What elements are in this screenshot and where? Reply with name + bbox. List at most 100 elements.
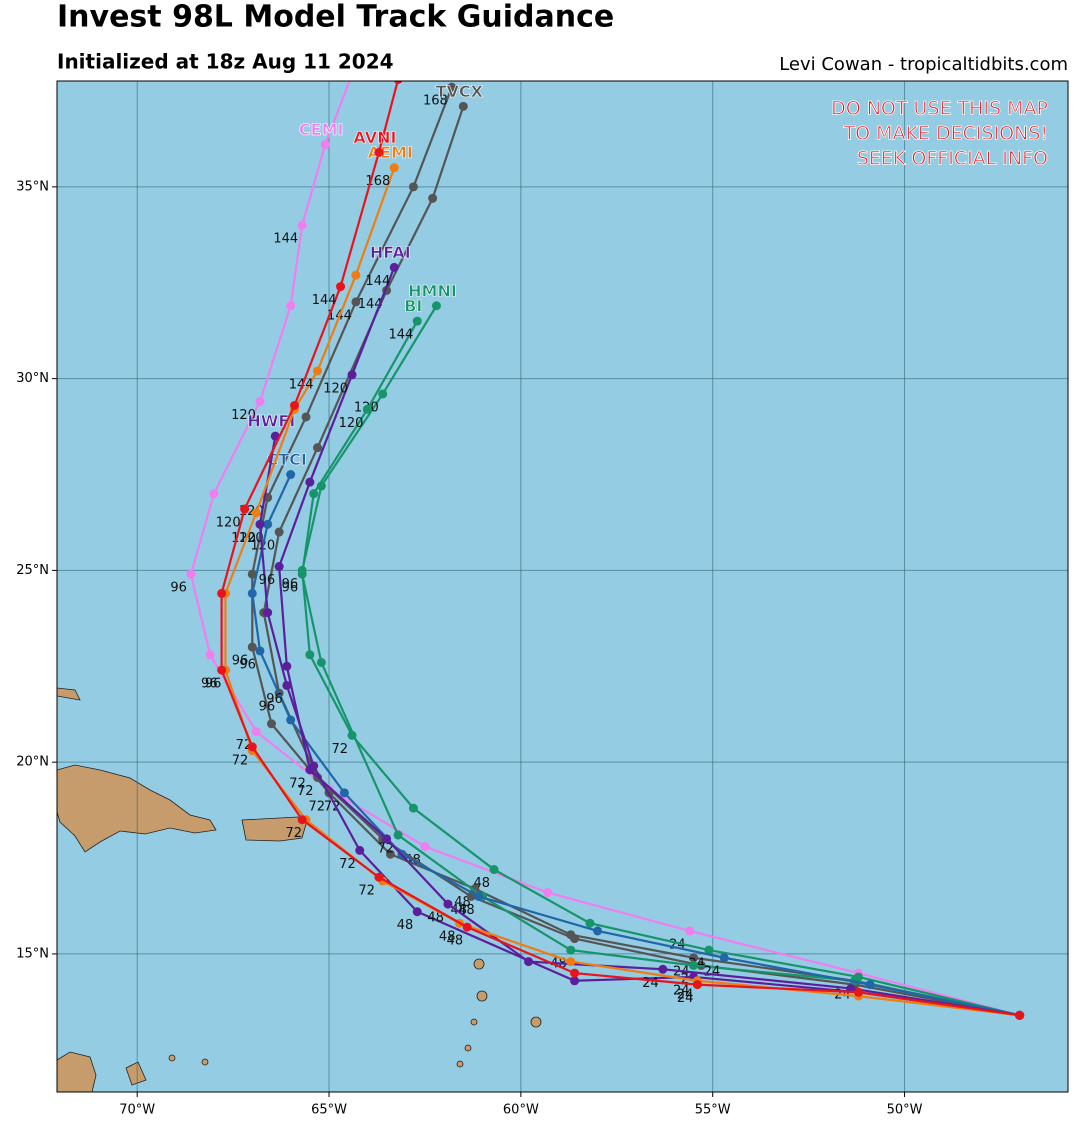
track-point [286, 470, 296, 480]
track-point [309, 489, 319, 499]
model-label: TVCX [436, 82, 484, 101]
track-point [393, 830, 403, 840]
track-point [378, 389, 388, 399]
track-point [289, 400, 299, 410]
forecast-hour-label: 96 [266, 692, 283, 707]
track-point [382, 834, 392, 844]
track-point [462, 922, 472, 932]
forecast-hour-label: 144 [358, 297, 383, 312]
track-point [566, 957, 576, 967]
track-point [854, 987, 864, 997]
y-tick-label: 15°N [16, 946, 49, 961]
forecast-hour-label: 96 [259, 700, 276, 715]
track-point [186, 569, 196, 579]
land [57, 687, 542, 1092]
track-point [320, 140, 330, 150]
forecast-hour-label: 96 [170, 581, 187, 596]
track-point [389, 163, 399, 173]
track-point [570, 968, 580, 978]
forecast-hour-label: 144 [388, 328, 413, 343]
track-point [217, 588, 227, 598]
model-label: HFAI [370, 243, 411, 262]
track-point [408, 803, 418, 813]
track-point [251, 726, 261, 736]
forecast-hour-label: 48 [473, 876, 490, 891]
track-point [374, 872, 384, 882]
model-label: HMNI [408, 281, 457, 300]
track-point [685, 926, 695, 936]
track-point [374, 147, 384, 157]
forecast-hour-label: 72 [324, 799, 341, 814]
y-tick-label: 20°N [16, 755, 49, 770]
track-line [251, 474, 1020, 1017]
forecast-hour-label: 72 [289, 776, 306, 791]
track-point [247, 642, 257, 652]
track-point [447, 82, 457, 92]
track-line [301, 305, 1020, 1017]
warning-line: DO NOT USE THIS MAP [831, 98, 1048, 120]
forecast-hour-label: 48 [427, 911, 444, 926]
track-point [593, 926, 603, 936]
track-point [336, 282, 346, 292]
track-point [266, 719, 276, 729]
track-point [255, 397, 265, 407]
track-point [247, 569, 257, 579]
x-tick-label: 55°W [695, 1103, 731, 1118]
model-label: AVNI [353, 128, 396, 147]
track-point [385, 849, 395, 859]
forecast-hour-label: 48 [454, 895, 471, 910]
track-point [305, 477, 315, 487]
track-point [347, 370, 357, 380]
track-point [313, 366, 323, 376]
map-frame [56, 80, 1069, 1093]
track-point [351, 297, 361, 307]
forecast-hour-label: 144 [365, 274, 390, 289]
track-point [316, 657, 326, 667]
forecast-hour-label: 96 [282, 577, 299, 592]
forecast-hour-label: 72 [339, 857, 356, 872]
track-point [240, 504, 250, 514]
track-point [389, 262, 399, 272]
grid: 70°W 65°W 60°W 55°W 50°W 15°N 20°N 25°N 30°N 35°N [16, 81, 1068, 1118]
track-point [282, 680, 292, 690]
x-tick-label: 65°W [311, 1103, 347, 1118]
x-tick-label: 50°W [887, 1103, 923, 1118]
track-line [278, 266, 1020, 1017]
forecast-hour-label: 120 [216, 516, 241, 531]
track-point [408, 182, 418, 192]
x-tick-label: 70°W [119, 1103, 155, 1118]
warning: DO NOT USE THIS MAP TO MAKE DECISIONS! SEE… [831, 97, 1049, 170]
track-point [420, 842, 430, 852]
forecast-hour-label: 48 [439, 930, 456, 945]
track-point [255, 646, 265, 656]
track-point [313, 443, 323, 453]
track-point [443, 899, 453, 909]
track-point [846, 983, 856, 993]
forecast-hour-label: 72 [297, 784, 314, 799]
track-point [692, 980, 702, 990]
track-point [470, 884, 480, 894]
track-point [263, 519, 273, 529]
forecast-hour-label: 72 [308, 799, 325, 814]
model-label: CTCI [266, 450, 306, 469]
forecast-hour-label: 96 [205, 677, 222, 692]
warning-line: TO MAKE DECISIONS! [842, 123, 1048, 145]
track-point [205, 650, 215, 660]
ocean [57, 81, 1068, 1092]
track-point [689, 960, 699, 970]
track-point [305, 765, 315, 775]
track-point [458, 101, 468, 111]
forecast-hour-label: 24 [673, 983, 690, 998]
model-label: TVCN [424, 63, 472, 82]
forecast-hour-label: 72 [232, 753, 249, 768]
track-point [570, 976, 580, 986]
track-point [704, 945, 714, 955]
track-point [865, 980, 875, 990]
track-point [286, 715, 296, 725]
forecast-hour-label: 48 [447, 934, 464, 949]
track-point [412, 316, 422, 326]
forecast-hour-label: 96 [239, 657, 256, 672]
y-tick-label: 30°N [16, 371, 49, 386]
track-point [274, 527, 284, 537]
